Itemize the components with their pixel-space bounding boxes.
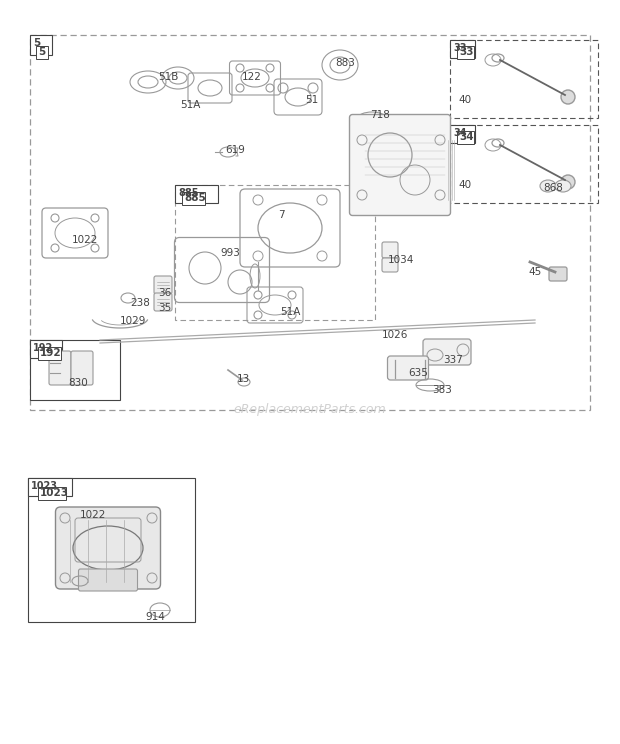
Text: 1022: 1022 — [72, 235, 99, 245]
Text: 36: 36 — [158, 288, 171, 298]
Text: 33: 33 — [453, 43, 466, 53]
Text: 718: 718 — [370, 110, 390, 120]
FancyBboxPatch shape — [154, 293, 172, 311]
Text: 1023: 1023 — [40, 488, 69, 498]
Text: 337: 337 — [443, 355, 463, 365]
FancyBboxPatch shape — [382, 242, 398, 258]
Bar — [450, 125, 598, 203]
Text: 883: 883 — [335, 58, 355, 68]
Text: 619: 619 — [225, 145, 245, 155]
FancyBboxPatch shape — [49, 351, 71, 385]
Bar — [175, 185, 218, 203]
Bar — [175, 185, 375, 320]
Text: 122: 122 — [242, 72, 262, 82]
Text: 635: 635 — [408, 368, 428, 378]
FancyBboxPatch shape — [79, 569, 138, 591]
Bar — [450, 40, 598, 118]
Text: 383: 383 — [432, 385, 452, 395]
Text: 51A: 51A — [180, 100, 200, 110]
Text: 13: 13 — [237, 374, 250, 384]
Text: 914: 914 — [145, 612, 165, 622]
Text: 34: 34 — [459, 132, 474, 142]
Text: 35: 35 — [158, 303, 171, 313]
Text: 192: 192 — [33, 343, 53, 353]
Text: 40: 40 — [458, 95, 471, 105]
Text: 1023: 1023 — [31, 481, 58, 491]
Bar — [30, 35, 590, 410]
Text: 5: 5 — [33, 38, 40, 48]
Bar — [457, 131, 474, 144]
Bar — [450, 40, 475, 58]
Text: eReplacementParts.com: eReplacementParts.com — [234, 403, 386, 416]
FancyBboxPatch shape — [154, 276, 172, 294]
Ellipse shape — [561, 175, 575, 189]
Bar — [28, 478, 72, 496]
FancyBboxPatch shape — [423, 339, 471, 365]
Text: 885: 885 — [184, 193, 206, 203]
Bar — [30, 35, 52, 55]
Text: 1029: 1029 — [120, 316, 146, 326]
Bar — [30, 340, 120, 400]
Text: 45: 45 — [528, 267, 541, 277]
Text: 7: 7 — [278, 210, 285, 220]
Text: 192: 192 — [40, 348, 61, 358]
Text: 51: 51 — [305, 95, 318, 105]
Bar — [457, 46, 474, 59]
FancyBboxPatch shape — [56, 507, 161, 589]
Text: 238: 238 — [130, 298, 150, 308]
Bar — [38, 347, 61, 360]
Text: 51B: 51B — [158, 72, 179, 82]
Bar — [30, 340, 62, 358]
Text: 40: 40 — [458, 180, 471, 190]
FancyBboxPatch shape — [382, 258, 398, 272]
Ellipse shape — [555, 180, 571, 192]
Text: 5: 5 — [38, 47, 45, 57]
Text: 885: 885 — [178, 188, 198, 198]
FancyBboxPatch shape — [549, 267, 567, 281]
Bar — [28, 478, 195, 622]
Text: 868: 868 — [543, 183, 563, 193]
FancyBboxPatch shape — [71, 351, 93, 385]
Text: 1034: 1034 — [388, 255, 414, 265]
FancyBboxPatch shape — [350, 115, 451, 216]
Ellipse shape — [540, 180, 556, 192]
Text: 830: 830 — [68, 378, 88, 388]
Text: 1026: 1026 — [382, 330, 409, 340]
Text: 993: 993 — [220, 248, 240, 258]
Ellipse shape — [561, 90, 575, 104]
Text: 34: 34 — [453, 128, 466, 138]
Text: 51A: 51A — [280, 307, 300, 317]
Bar — [182, 192, 205, 205]
Bar — [36, 46, 48, 59]
Text: 33: 33 — [459, 47, 474, 57]
FancyBboxPatch shape — [388, 356, 428, 380]
Text: 1022: 1022 — [80, 510, 107, 520]
Bar — [450, 125, 475, 143]
Bar — [38, 487, 66, 500]
